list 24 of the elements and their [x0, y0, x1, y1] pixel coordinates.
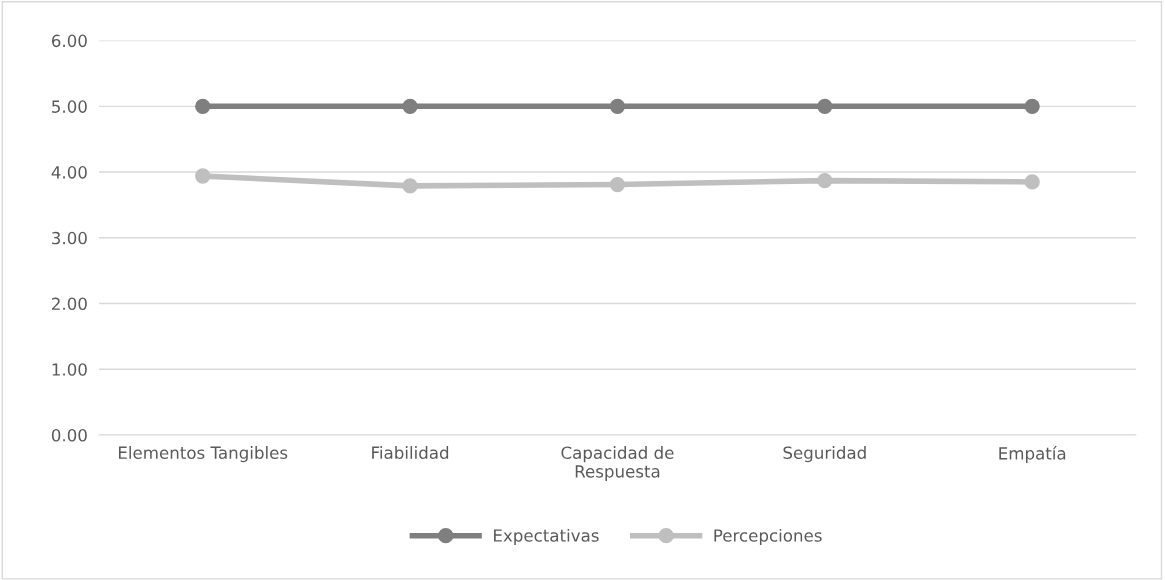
legend-label: Expectativas [494, 528, 599, 546]
y-tick-label: 6.00 [51, 34, 87, 48]
y-tick-label: 3.00 [52, 231, 87, 245]
point [402, 178, 418, 194]
legend-label: Percepciones [714, 528, 822, 546]
y-tick-label: 5.00 [52, 100, 87, 113]
y-tick-label: 4.00 [51, 166, 87, 179]
x-tick-label: Elementos Tangibles [118, 446, 288, 463]
x-tick-label: Fiabilidad [372, 446, 449, 460]
y-tick-label: 0.00 [51, 428, 87, 442]
point [1024, 98, 1040, 114]
point [609, 176, 626, 193]
point [195, 168, 211, 184]
y-tick-label: 1.00 [52, 363, 87, 376]
x-tick-label: Empatía [999, 446, 1066, 463]
y-tick-label: 2.00 [52, 297, 87, 311]
point [817, 172, 833, 189]
point [817, 98, 833, 114]
point [402, 98, 418, 114]
point [195, 98, 211, 114]
x-tick-label: Seguridad [783, 446, 866, 463]
x-tick-label: Capacidad de Respuesta [561, 446, 674, 481]
point [1024, 174, 1040, 190]
point [609, 98, 626, 114]
